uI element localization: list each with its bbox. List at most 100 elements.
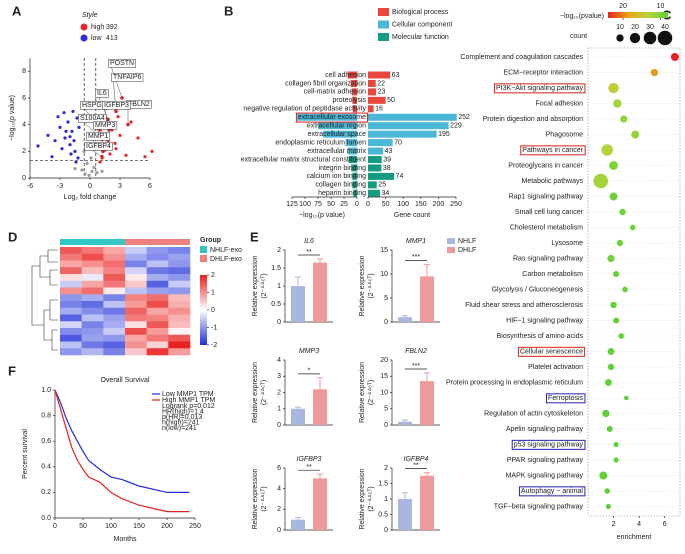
y-tick-label: 0.6 — [41, 438, 51, 445]
point — [56, 115, 60, 119]
point — [64, 129, 68, 133]
point — [85, 161, 89, 165]
y-tick-label: 6 — [22, 95, 26, 102]
cell — [103, 280, 126, 288]
y-tick-label: 0.4 — [41, 464, 51, 471]
y-tick-label: 4 — [277, 486, 281, 493]
point — [136, 136, 140, 140]
cell — [125, 328, 147, 336]
gene-label: TNFAIP6 — [113, 74, 142, 81]
y-tick-label: 15 — [380, 247, 388, 254]
cell — [81, 294, 104, 302]
y-tick-label: 0 — [384, 319, 388, 326]
highlight-box — [518, 486, 586, 497]
bar — [352, 105, 357, 113]
count-label: 22 — [377, 80, 385, 87]
count-label: 34 — [381, 190, 389, 197]
category-label: Cholesterol metabolism — [510, 224, 583, 231]
point — [50, 155, 54, 159]
x-tick-label: 250 — [450, 201, 462, 208]
bar — [368, 71, 391, 79]
bar — [350, 79, 357, 87]
bar — [347, 147, 357, 155]
point — [150, 149, 154, 153]
category-label: Rap1 signaling pathway — [509, 193, 584, 200]
y-tick-label: 0 — [22, 175, 26, 182]
dot — [606, 425, 613, 433]
cell — [60, 253, 82, 261]
category-label: endoplasmic reticulum lumen — [275, 139, 366, 146]
annotation: HR(high)=1.4 — [162, 408, 204, 415]
gene-label: POSTN — [110, 60, 134, 67]
category-label: Pathways in cancer — [522, 147, 583, 154]
legend-label: NHLF-exo — [210, 247, 242, 254]
bar — [323, 130, 357, 138]
cell — [81, 321, 104, 329]
bar — [291, 408, 305, 425]
category-label: p53 signaling pathway — [514, 441, 584, 448]
y-tick-label: 2 — [384, 465, 388, 472]
cell — [125, 314, 147, 322]
legend-label: Biological process — [392, 9, 449, 16]
gene-label-box — [102, 101, 131, 110]
cell — [125, 321, 147, 329]
y-axis-title: (2⁻ᐞᐞᶜᵀ) — [367, 486, 375, 511]
cell — [60, 307, 82, 315]
bar — [291, 286, 305, 322]
cell — [81, 301, 104, 309]
category-label: Small cell lung cancer — [515, 209, 584, 216]
survival-line — [54, 389, 190, 513]
cell — [168, 314, 191, 322]
chart-title: IGFBP4 — [404, 456, 429, 463]
category-label: collagen binding — [315, 182, 366, 189]
y-axis-title: (2⁻ᐞᐞᶜᵀ) — [260, 380, 268, 405]
y-tick-label: 2 — [277, 506, 281, 513]
count-label: 229 — [450, 123, 462, 130]
point — [95, 171, 99, 175]
y-tick-label: 0.0 — [41, 515, 51, 522]
panel-label: F — [8, 363, 16, 378]
cell — [103, 260, 126, 268]
dot — [602, 409, 610, 418]
cell — [103, 287, 126, 295]
point — [90, 169, 94, 173]
point — [98, 160, 102, 164]
highlight-box — [545, 393, 586, 404]
count-label: 43 — [385, 148, 393, 155]
plot-frame — [587, 47, 681, 517]
category-label: Platelet activation — [528, 364, 583, 371]
cell — [168, 348, 191, 356]
point — [92, 165, 96, 169]
colorbar-tick-label: 1 — [211, 289, 215, 296]
category-label: TGF−beta signaling pathway — [494, 503, 584, 510]
y-tick-label: 5 — [384, 295, 388, 302]
cell — [81, 260, 104, 268]
count-label: 195 — [438, 131, 450, 138]
count-label: 70 — [394, 139, 402, 146]
point — [77, 125, 81, 129]
cell — [103, 301, 126, 309]
cell — [60, 280, 82, 288]
cell — [146, 321, 169, 329]
dot — [619, 208, 626, 216]
dot — [607, 254, 615, 263]
category-label: ECM−receptor interaction — [503, 69, 583, 76]
bar — [368, 189, 380, 197]
significance-label: ** — [306, 464, 312, 471]
count-label: 38 — [383, 165, 391, 172]
y-tick-label: 0 — [277, 527, 281, 534]
cell — [125, 253, 147, 261]
category-label: Metabolic pathways — [522, 178, 584, 185]
legend-swatch — [378, 33, 389, 41]
cell — [125, 294, 147, 302]
bar — [318, 122, 357, 130]
colorbar-tick-label: 10 — [657, 3, 665, 10]
dot — [613, 317, 620, 324]
point — [100, 169, 104, 173]
cell — [146, 328, 169, 336]
cell — [103, 341, 126, 349]
gene-label: MMP1 — [88, 133, 108, 140]
cell — [60, 301, 82, 309]
highlight-box — [295, 112, 369, 123]
